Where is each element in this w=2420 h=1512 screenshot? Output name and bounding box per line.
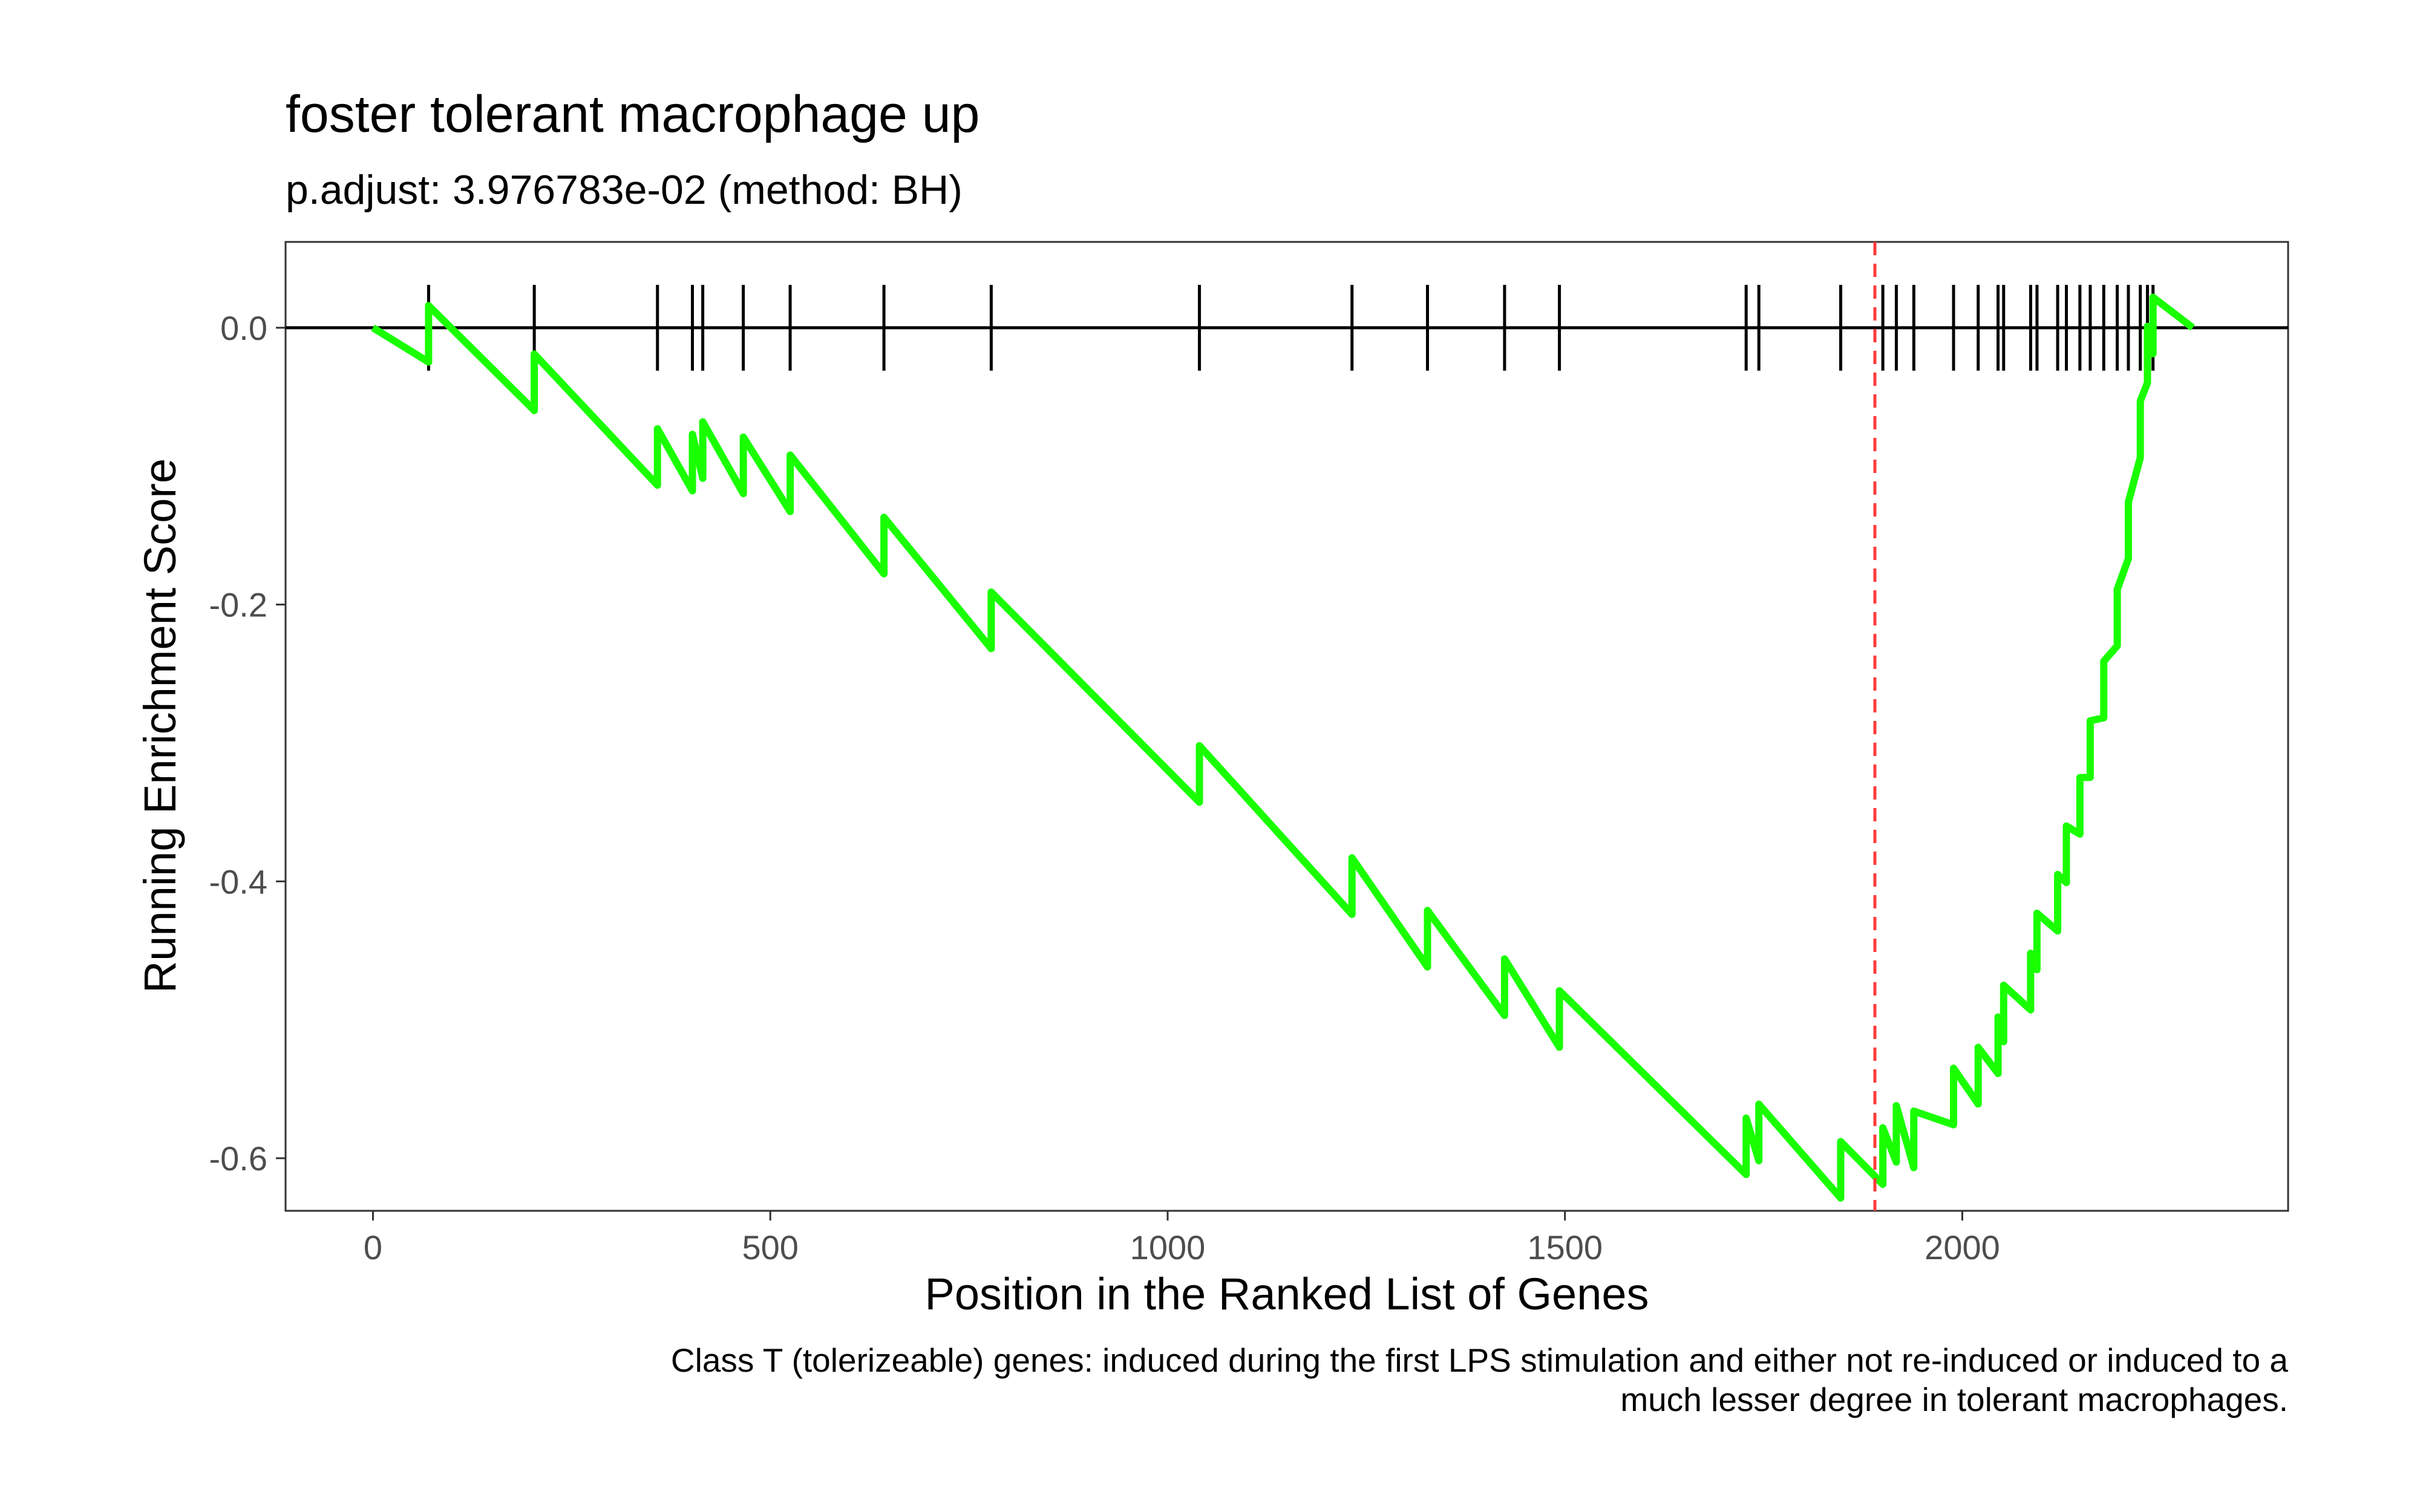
x-tick-label-500: 500 (742, 1228, 799, 1266)
y-tick-label-2: -0.4 (209, 862, 268, 901)
caption-line-2: much lesser degree in tolerant macrophag… (1620, 1381, 2288, 1418)
x-tick-label-0: 0 (364, 1228, 382, 1266)
y-tick-label-1: -0.2 (209, 586, 268, 624)
chart-subtitle: p.adjust: 3.976783e-02 (method: BH) (286, 167, 963, 213)
x-axis-label: Position in the Ranked List of Genes (924, 1269, 1649, 1319)
es-line-series (371, 293, 2196, 1202)
plot-area: 0 500 1000 1500 2000 0.0 -0.2 -0.4 -0.6 (209, 241, 2289, 1266)
caption-line-1: Class T (tolerizeable) genes: induced du… (671, 1341, 2289, 1379)
y-axis-label: Running Enrichment Score (135, 458, 185, 993)
chart-title: foster tolerant macrophage up (286, 85, 979, 143)
x-tick-label-2000: 2000 (1925, 1228, 2000, 1266)
x-tick-label-1500: 1500 (1527, 1228, 1603, 1266)
y-tick-label-0: 0.0 (220, 309, 267, 347)
x-tick-label-1000: 1000 (1130, 1228, 1206, 1266)
panel-border (284, 241, 2289, 1212)
y-tick-label-3: -0.6 (209, 1139, 268, 1178)
